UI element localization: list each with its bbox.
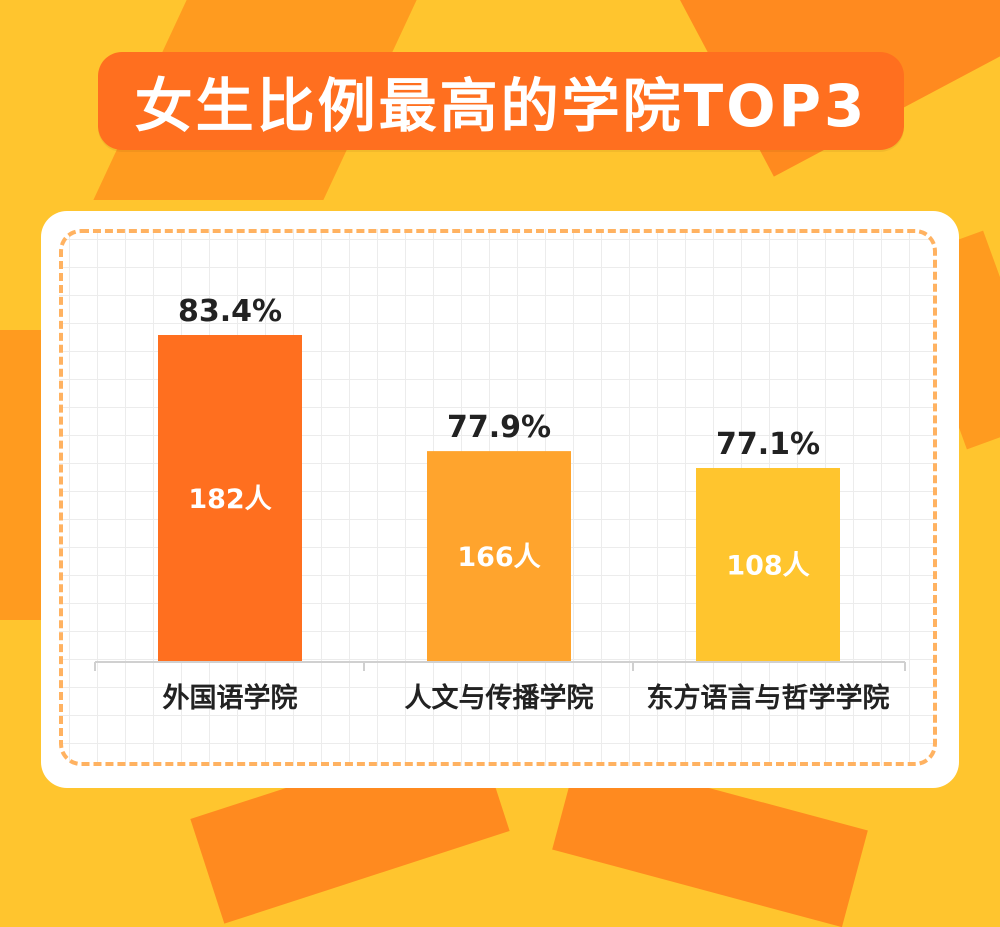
data-label-percent: 77.9% xyxy=(447,410,551,445)
data-label-percent: 77.1% xyxy=(716,427,820,462)
bar xyxy=(158,335,302,661)
bar xyxy=(427,451,571,661)
data-label-percent: 83.4% xyxy=(178,294,282,329)
x-tick-label: 人文与传播学院 xyxy=(405,682,594,714)
data-label-count: 182人 xyxy=(188,484,271,515)
x-tick-label: 东方语言与哲学学院 xyxy=(647,682,890,714)
chart-title: 女生比例最高的学院TOP3 xyxy=(134,72,868,140)
data-label-count: 108人 xyxy=(726,551,809,582)
title-banner: 女生比例最高的学院TOP3 xyxy=(98,52,904,150)
bar xyxy=(696,468,840,661)
data-label-count: 166人 xyxy=(457,542,540,573)
x-tick-label: 外国语学院 xyxy=(163,682,298,714)
